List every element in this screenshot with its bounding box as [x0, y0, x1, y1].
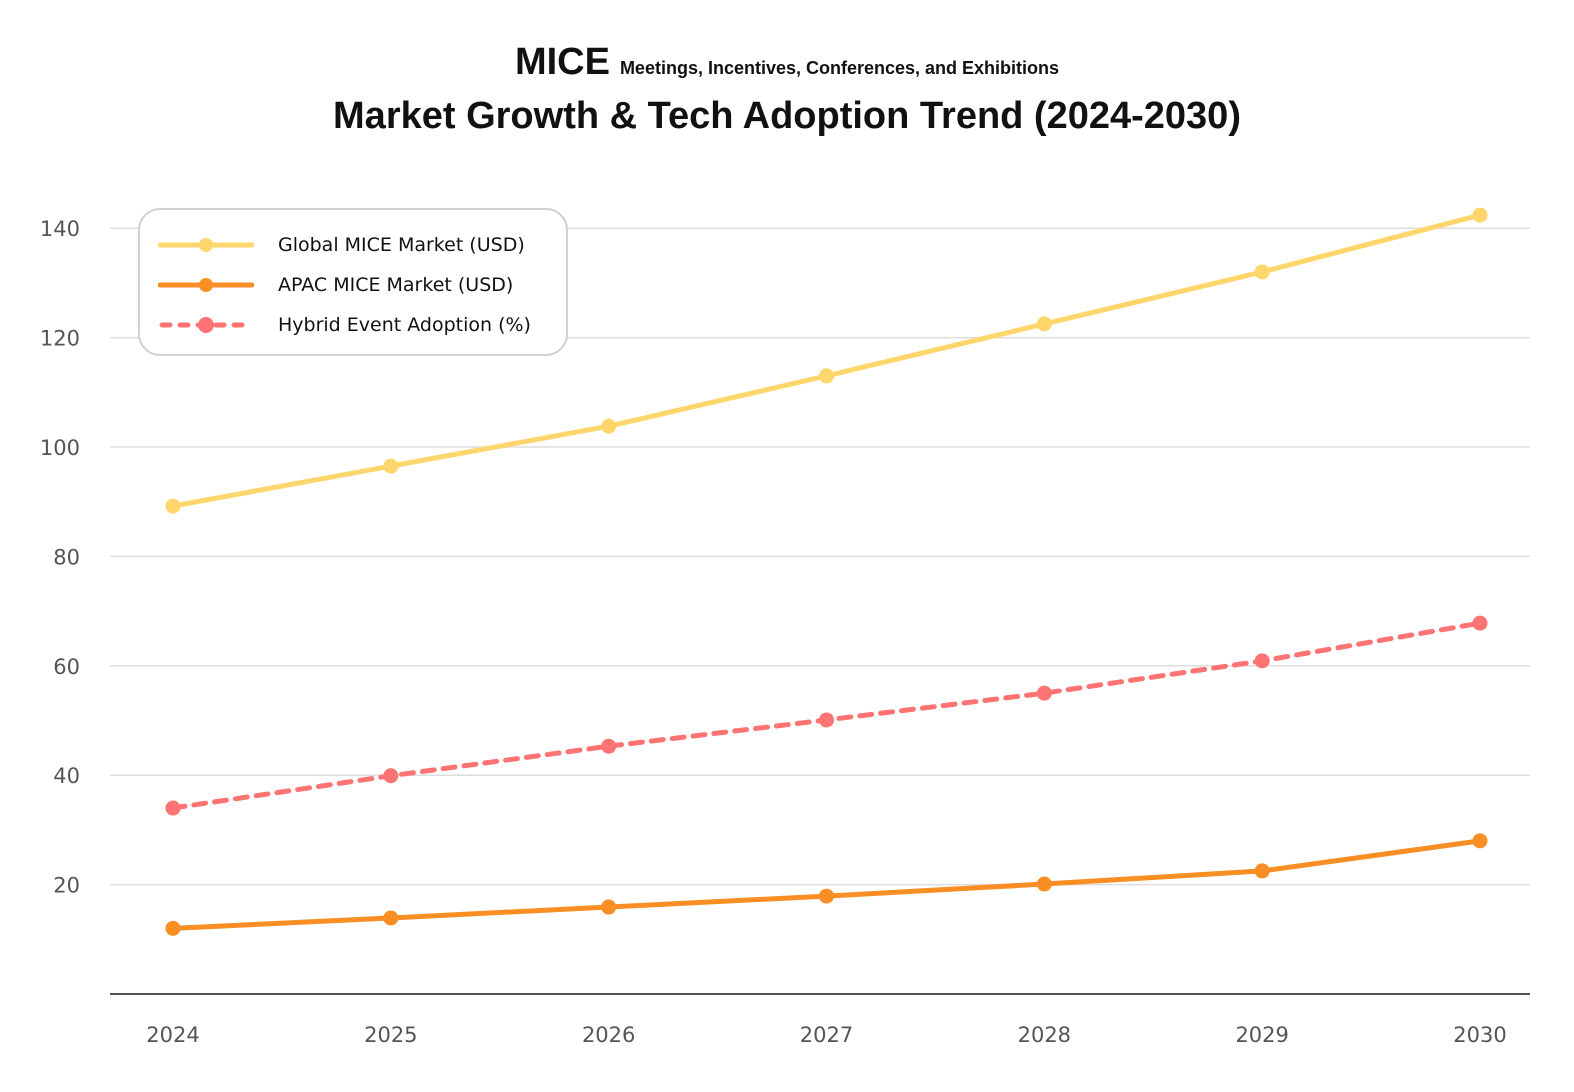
data-point [1254, 264, 1270, 280]
data-point [1036, 685, 1052, 701]
y-tick-label: 20 [53, 874, 80, 898]
chart-title: Market Growth & Tech Adoption Trend (202… [333, 95, 1241, 137]
y-tick-label: 80 [53, 545, 80, 569]
data-point [601, 899, 617, 915]
legend-item-hybrid[interactable]: Hybrid Event Adoption (%) [158, 310, 531, 340]
x-tick-label: 2026 [582, 1023, 635, 1047]
x-axis-ticks: 2024 2025 2026 2027 2028 2029 2030 [146, 1023, 1506, 1047]
legend-swatch-hybrid [159, 317, 254, 333]
legend-label: Hybrid Event Adoption (%) [278, 314, 531, 336]
data-point [383, 910, 399, 926]
y-tick-label: 120 [40, 327, 80, 351]
x-tick-label: 2030 [1453, 1023, 1506, 1047]
chart-title-line1: MICE Meetings, Incentives, Conferences, a… [0, 38, 1574, 92]
data-point [819, 712, 834, 728]
data-point [819, 368, 834, 384]
legend-label: APAC MICE Market (USD) [278, 274, 514, 296]
data-point [1472, 207, 1488, 223]
data-point [1254, 653, 1270, 669]
data-point [1036, 876, 1052, 892]
data-point [601, 738, 617, 754]
series-1 [165, 833, 1488, 936]
series-group [165, 207, 1488, 936]
data-point [383, 458, 399, 474]
data-point [383, 768, 399, 784]
chart-title-block: MICE Meetings, Incentives, Conferences, a… [0, 38, 1574, 140]
y-tick-label: 60 [53, 655, 80, 679]
series-0 [165, 207, 1488, 514]
data-point [1254, 863, 1270, 879]
legend-swatch-apac [158, 278, 254, 292]
data-point [165, 800, 181, 816]
x-tick-label: 2029 [1235, 1023, 1288, 1047]
title-prefix: MICE [514, 41, 610, 83]
data-point [1472, 615, 1488, 631]
x-tick-label: 2024 [146, 1023, 199, 1047]
x-tick-label: 2028 [1018, 1023, 1071, 1047]
data-point [1036, 316, 1052, 332]
data-point [165, 498, 181, 514]
legend-label: Global MICE Market (USD) [278, 234, 525, 256]
x-tick-label: 2025 [364, 1023, 417, 1047]
data-point [601, 418, 617, 434]
legend: Global MICE Market (USD) APAC MICE Marke… [138, 208, 568, 356]
y-tick-label: 100 [40, 436, 80, 460]
series-2 [165, 615, 1488, 816]
y-axis-ticks: 20 40 60 80 100 120 140 [40, 217, 80, 897]
data-point [165, 920, 181, 936]
legend-item-global[interactable]: Global MICE Market (USD) [158, 230, 525, 260]
data-point [1472, 833, 1488, 849]
legend-item-apac[interactable]: APAC MICE Market (USD) [158, 270, 513, 300]
x-tick-label: 2027 [800, 1023, 853, 1047]
legend-swatch-global [158, 238, 254, 252]
title-expansion: Meetings, Incentives, Conferences, and E… [619, 58, 1060, 78]
data-point [819, 888, 834, 904]
y-tick-label: 140 [40, 217, 80, 241]
y-tick-label: 40 [53, 764, 80, 788]
